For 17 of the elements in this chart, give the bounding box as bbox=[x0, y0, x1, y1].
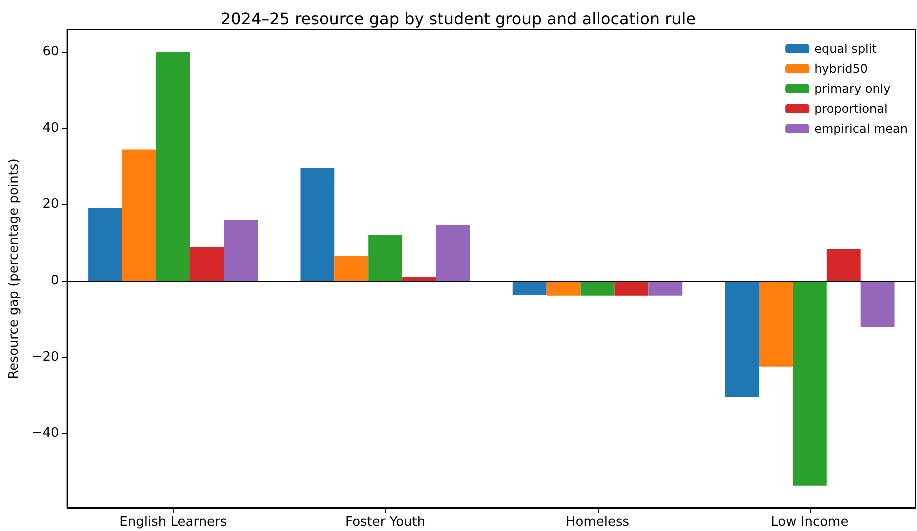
legend-label: primary only bbox=[814, 82, 891, 96]
x-tick-label: Low Income bbox=[771, 515, 849, 530]
legend-label: equal split bbox=[814, 42, 878, 56]
x-tick-label: Foster Youth bbox=[346, 515, 426, 530]
y-axis-title: Resource gap (percentage points) bbox=[7, 158, 22, 380]
y-tick-label: 60 bbox=[42, 44, 60, 60]
y-tick-label: −20 bbox=[32, 350, 60, 365]
chart-title: 2024–25 resource gap by student group and allocation rule bbox=[220, 10, 696, 28]
y-tick-label: 0 bbox=[51, 274, 60, 289]
y-tick-label: −40 bbox=[32, 426, 60, 442]
x-tick-label: English Learners bbox=[120, 515, 228, 530]
x-tick-label: Homeless bbox=[566, 515, 630, 530]
y-tick-label: 40 bbox=[42, 120, 60, 136]
y-tick-label: 20 bbox=[42, 197, 60, 212]
legend-label: empirical mean bbox=[814, 122, 908, 136]
legend-label: hybrid50 bbox=[814, 62, 868, 76]
legend-label: proportional bbox=[814, 102, 888, 116]
